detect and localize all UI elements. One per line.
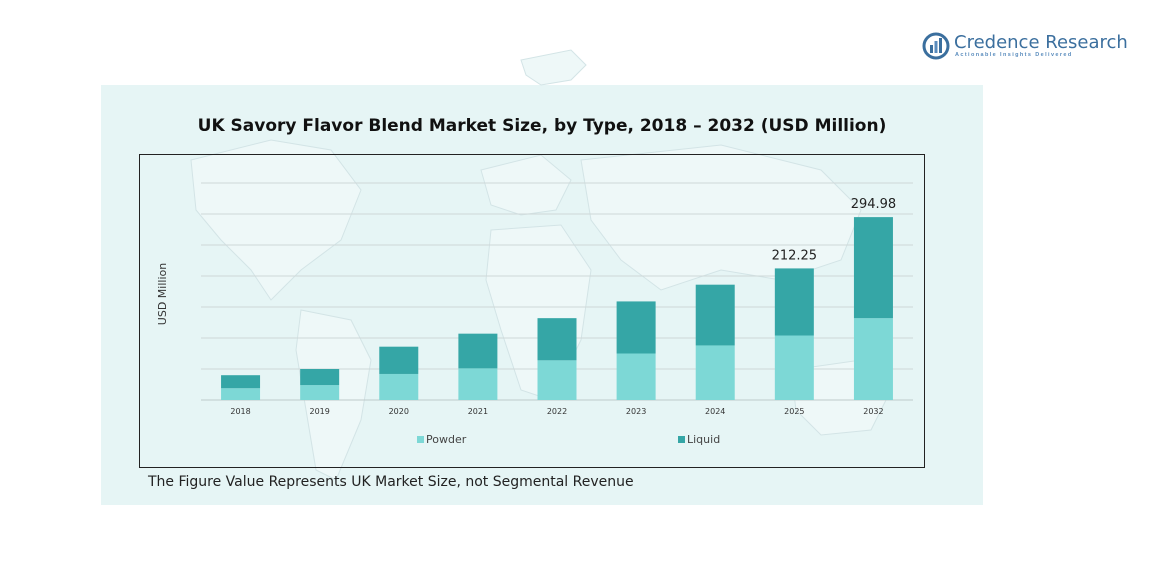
- bar-liquid-2025: [774, 268, 814, 336]
- bar-liquid-2019: [300, 369, 340, 386]
- x-tick-label: 2020: [389, 407, 409, 416]
- bar-liquid-2018: [221, 375, 261, 389]
- bar-liquid-2022: [537, 318, 577, 361]
- bar-powder-2020: [379, 373, 419, 400]
- bar-powder-2018: [221, 388, 261, 400]
- bar-powder-2022: [537, 360, 577, 400]
- credence-logo-icon: [922, 32, 950, 60]
- legend-swatch-powder: [417, 436, 424, 443]
- bars-group: [221, 217, 893, 400]
- x-tick-label: 2018: [230, 407, 250, 416]
- x-tick-label: 2022: [547, 407, 567, 416]
- brand-tagline: Actionable Insights Delivered: [955, 52, 1073, 58]
- brand-logo: Credence Research Actionable Insights De…: [922, 30, 1128, 64]
- data-labels-group: 212.25 294.98: [772, 197, 897, 263]
- bar-powder-2025: [774, 335, 814, 400]
- bar-powder-2024: [695, 345, 735, 400]
- bar-powder-2021: [458, 368, 498, 400]
- x-tick-label: 2021: [468, 407, 488, 416]
- x-tick-label: 2019: [309, 407, 329, 416]
- bar-liquid-2020: [379, 346, 419, 374]
- bar-powder-2023: [616, 353, 656, 400]
- data-label: 294.98: [851, 197, 897, 212]
- data-label: 212.25: [772, 248, 818, 263]
- x-tick-label: 2032: [863, 407, 883, 416]
- x-tick-label: 2024: [705, 407, 725, 416]
- plot-area-border: [139, 154, 925, 468]
- bar-liquid-2021: [458, 333, 498, 369]
- bar-powder-2019: [300, 385, 340, 400]
- legend-label-liquid: Liquid: [687, 433, 720, 446]
- footnote: The Figure Value Represents UK Market Si…: [148, 474, 634, 490]
- legend-swatch-liquid: [678, 436, 685, 443]
- legend-label-powder: Powder: [426, 433, 467, 446]
- stacked-bar-chart: 212.25 294.98 2018 2019 2020 2021 2022 2023 202…: [156, 182, 913, 446]
- y-axis-label: USD Million: [156, 263, 169, 325]
- bar-liquid-2023: [616, 301, 656, 354]
- bar-liquid-2024: [695, 284, 735, 346]
- world-map-background: [190, 49, 892, 481]
- x-tick-labels-group: 2018 2019 2020 2021 2022 2023 2024 2025 2032: [230, 407, 883, 416]
- legend: Powder Liquid: [417, 433, 720, 446]
- brand-name: Credence Research: [954, 32, 1128, 53]
- chart-title: UK Savory Flavor Blend Market Size, by T…: [197, 116, 887, 136]
- x-tick-label: 2023: [626, 407, 646, 416]
- bar-powder-2032: [853, 318, 893, 400]
- x-tick-label: 2025: [784, 407, 804, 416]
- bar-liquid-2032: [853, 217, 893, 319]
